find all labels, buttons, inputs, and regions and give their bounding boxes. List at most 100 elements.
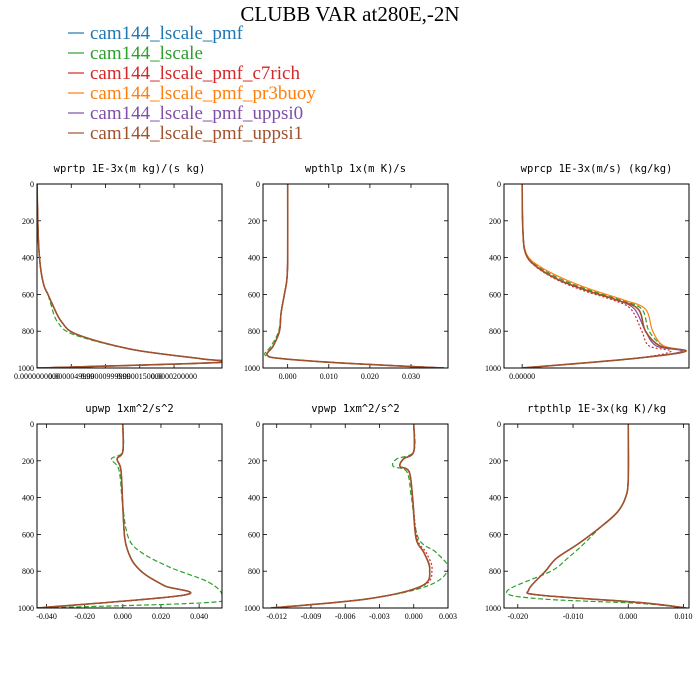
x-tick-label: 0.0000000000: [14, 372, 60, 381]
y-tick-label: 800: [22, 327, 34, 336]
y-tick-label: 1000: [18, 604, 34, 613]
series-line: [526, 424, 687, 608]
panel-title: upwp 1xm^2/s^2: [85, 403, 174, 415]
y-tick-label: 400: [22, 254, 34, 263]
plot-frame: [262, 423, 449, 609]
x-tick-label: 0.020: [361, 372, 379, 381]
y-tick-label: 1000: [244, 604, 260, 613]
series-line: [270, 424, 431, 608]
legend-label: cam144_lscale: [90, 43, 203, 64]
panel: vpwp 1xm^2/s^2 0 200 400 600 800 1000 -0.012 -0.…: [244, 403, 457, 621]
plot-frame: [262, 183, 449, 369]
series-line: [37, 184, 222, 368]
x-tick-label: 0.0000200000: [151, 372, 197, 381]
y-tick-label: 600: [489, 290, 501, 299]
y-tick-label: 600: [22, 530, 34, 539]
legend-item: cam144_lscale_pmf_uppsi0: [68, 103, 303, 124]
panel: rtpthlp 1E-3x(kg K)/kg02004006008001000-…: [485, 403, 692, 621]
y-tick-label: 200: [248, 217, 260, 226]
x-tick-label: 0.00000999999: [81, 372, 131, 381]
x-tick-label: 0.000: [405, 612, 423, 621]
y-tick-label: 0: [30, 180, 34, 189]
series-line: [37, 184, 222, 368]
legend-item: cam144_lscale_pmf_uppsi1: [68, 123, 303, 144]
legend-item: cam144_lscale_pmf_c7rich: [68, 63, 300, 84]
series-line: [526, 424, 687, 608]
figure-title: CLUBB VAR at280E,-2N: [240, 2, 459, 26]
panel-title: rtpthlp 1E-3x(kg K)/kg: [527, 403, 666, 415]
series-line: [37, 184, 222, 368]
y-tick-label: 600: [248, 290, 260, 299]
series-line: [37, 424, 192, 608]
y-tick-label: 600: [248, 530, 260, 539]
series-line: [270, 424, 448, 608]
legend-label: cam144_lscale_pmf_uppsi0: [90, 103, 303, 124]
x-tick-label: -0.020: [507, 612, 528, 621]
panel-title: wpthlp 1x(m K)/s: [305, 163, 406, 175]
panel-title: vpwp 1xm^2/s^2: [311, 403, 400, 415]
series-line: [37, 424, 192, 608]
y-tick-label: 600: [489, 530, 501, 539]
y-tick-label: 400: [248, 254, 260, 263]
y-tick-label: 200: [22, 457, 34, 466]
legend-label: cam144_lscale_pmf_uppsi1: [90, 123, 303, 144]
series-line: [37, 424, 192, 608]
x-tick-label: 0.0000049999: [48, 372, 94, 381]
plot-frame: [36, 423, 223, 609]
y-tick-label: 0: [497, 180, 501, 189]
series-line: [37, 184, 222, 368]
y-tick-label: 800: [489, 327, 501, 336]
panel: upwp 1xm^2/s^2 0 200 400 600 800 1000-0.040 -0.…: [18, 403, 223, 621]
panels: wprtp 1E-3x(m kg)/(s kg) 0 200 400 600 800 100…: [14, 163, 692, 621]
y-tick-label: 400: [22, 494, 34, 503]
series-line: [270, 424, 431, 608]
y-tick-label: 800: [248, 327, 260, 336]
y-tick-label: 0: [497, 420, 501, 429]
y-tick-label: 800: [22, 567, 34, 576]
series-line: [270, 424, 433, 608]
series-line: [37, 424, 222, 608]
series-line: [37, 424, 192, 608]
series-line: [266, 184, 444, 368]
x-tick-label: 0.000: [279, 372, 297, 381]
x-tick-label: -0.009: [301, 612, 322, 621]
x-tick-label: 0.000: [114, 612, 132, 621]
legend-label: cam144_lscale_pmf_pr3buoy: [90, 83, 316, 104]
y-tick-label: 200: [489, 217, 501, 226]
x-tick-label: 0.020: [152, 612, 170, 621]
legend: cam144_lscale_pmfcam144_lscalecam144_lsc…: [68, 23, 316, 144]
y-tick-label: 800: [489, 567, 501, 576]
y-tick-label: 200: [248, 457, 260, 466]
series-line: [37, 424, 192, 608]
plot-frame: [36, 183, 223, 369]
y-tick-label: 1000: [485, 604, 501, 613]
x-tick-label: 0.0000150000: [117, 372, 163, 381]
x-tick-label: 0.010: [320, 372, 338, 381]
legend-label: cam144_lscale_pmf: [90, 23, 244, 44]
x-tick-label: 0.010: [674, 612, 692, 621]
legend-item: cam144_lscale: [68, 43, 203, 64]
panel: wprtp 1E-3x(m kg)/(s kg) 0 200 400 600 800 100…: [14, 163, 223, 381]
series-line: [526, 424, 687, 608]
panel: wpthlp 1x(m K)/s 0 200 400 600 800 1000 0.000 0.…: [244, 163, 449, 381]
y-tick-label: 0: [256, 180, 260, 189]
x-tick-label: -0.010: [563, 612, 584, 621]
series-line: [521, 184, 687, 368]
y-tick-label: 0: [256, 420, 260, 429]
legend-label: cam144_lscale_pmf_c7rich: [90, 63, 300, 84]
y-tick-label: 0: [30, 420, 34, 429]
y-tick-label: 800: [248, 567, 260, 576]
y-tick-label: 1000: [485, 364, 501, 373]
panel: wprcp 1E-3x(m/s) (kg/kg) 0 200 400 600 800 100…: [485, 163, 690, 381]
series-line: [506, 424, 687, 608]
y-tick-label: 400: [248, 494, 260, 503]
plot-frame: [503, 423, 690, 609]
x-tick-label: 0.00000: [509, 372, 535, 381]
legend-item: cam144_lscale_pmf_pr3buoy: [68, 83, 316, 104]
y-tick-label: 600: [22, 290, 34, 299]
y-tick-label: 200: [22, 217, 34, 226]
series-line: [521, 184, 687, 368]
y-tick-label: 400: [489, 494, 501, 503]
y-tick-label: 200: [489, 457, 501, 466]
